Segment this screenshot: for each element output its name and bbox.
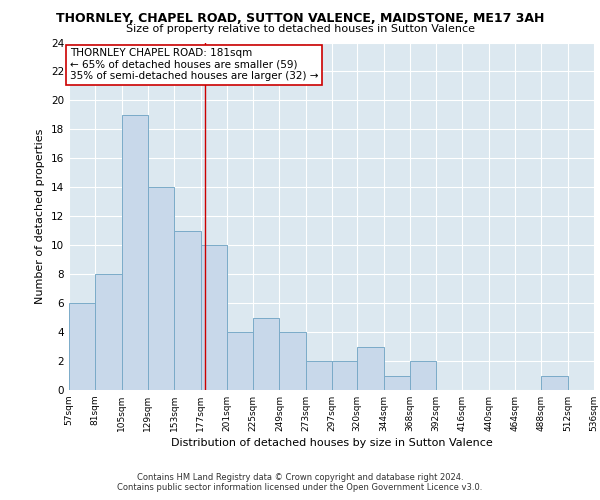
Text: Size of property relative to detached houses in Sutton Valence: Size of property relative to detached ho… xyxy=(125,24,475,34)
Bar xyxy=(69,303,95,390)
Text: THORNLEY, CHAPEL ROAD, SUTTON VALENCE, MAIDSTONE, ME17 3AH: THORNLEY, CHAPEL ROAD, SUTTON VALENCE, M… xyxy=(56,12,544,26)
Text: Contains HM Land Registry data © Crown copyright and database right 2024.
Contai: Contains HM Land Registry data © Crown c… xyxy=(118,473,482,492)
Bar xyxy=(280,332,306,390)
Bar xyxy=(306,361,332,390)
Bar xyxy=(383,376,410,390)
Bar xyxy=(357,346,383,390)
Bar xyxy=(332,361,357,390)
Bar xyxy=(227,332,253,390)
Bar xyxy=(122,115,148,390)
Bar xyxy=(95,274,122,390)
Bar xyxy=(253,318,280,390)
Bar xyxy=(410,361,436,390)
Y-axis label: Number of detached properties: Number of detached properties xyxy=(35,128,46,304)
Bar xyxy=(541,376,568,390)
Text: THORNLEY CHAPEL ROAD: 181sqm
← 65% of detached houses are smaller (59)
35% of se: THORNLEY CHAPEL ROAD: 181sqm ← 65% of de… xyxy=(70,48,319,82)
X-axis label: Distribution of detached houses by size in Sutton Valence: Distribution of detached houses by size … xyxy=(170,438,493,448)
Bar xyxy=(200,245,227,390)
Bar xyxy=(148,188,174,390)
Bar xyxy=(174,230,200,390)
